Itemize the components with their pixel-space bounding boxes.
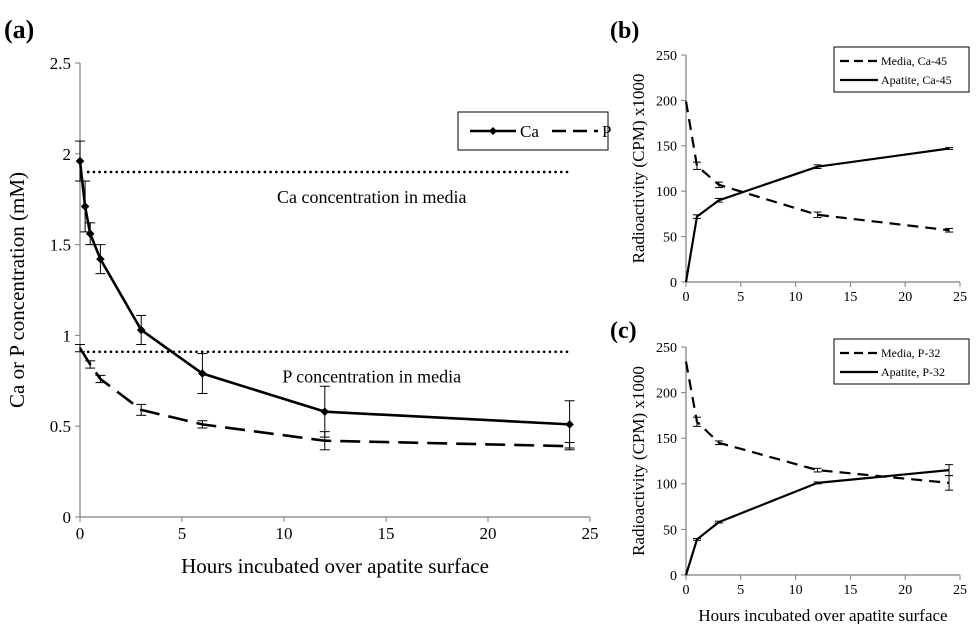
y-tick-label: 200: [656, 94, 677, 109]
x-tick-label: 20: [898, 290, 912, 305]
data-point: [136, 325, 146, 335]
x-tick-label: 10: [276, 524, 293, 543]
x-tick-label: 15: [843, 290, 857, 305]
legend-label: Apatite, Ca-45: [881, 73, 952, 87]
y-tick-label: 0.5: [50, 417, 71, 436]
legend-box: [833, 338, 970, 385]
reference-line-label: P concentration in media: [282, 367, 461, 387]
x-tick-label: 20: [898, 583, 912, 598]
reference-line-label: Ca concentration in media: [277, 187, 466, 207]
legend-label: Ca: [520, 122, 539, 141]
x-tick-label: 0: [76, 524, 85, 543]
y-tick-label: 150: [656, 432, 677, 447]
x-tick-label: 0: [683, 583, 690, 598]
panel-label-b: (b): [610, 18, 639, 44]
y-tick-label: 0: [670, 569, 677, 584]
y-tick-label: 2.5: [50, 54, 71, 73]
x-axis-label: Hours incubated over apatite surface: [181, 554, 489, 578]
x-tick-label: 15: [843, 583, 857, 598]
legend-marker: [489, 127, 497, 135]
legend-box: [833, 46, 970, 93]
x-tick-label: 20: [480, 524, 497, 543]
panel-b: (b) 0 50 100 150 200 250 0 5 10 15 20 25 Radioactivit…: [610, 18, 970, 305]
y-tick-label: 2: [63, 145, 72, 164]
panel-a: (a) 0 0.5 1 1.5 2 2.5 0 5 10 15 20 25 Ca or P concent…: [4, 15, 611, 578]
data-point: [96, 254, 105, 264]
data-point: [565, 420, 574, 429]
x-tick-label: 25: [953, 290, 967, 305]
series-line: [684, 469, 950, 576]
y-tick-label: 200: [656, 387, 677, 402]
y-tick-label: 250: [656, 341, 677, 356]
panel-label-c: (c): [610, 318, 637, 344]
y-tick-label: 50: [663, 231, 677, 246]
panel-c: (c) 0 50 100 150 200 250 0 5 10 15 20 25 Radioactivit…: [610, 318, 970, 624]
y-tick-label: 0: [670, 276, 677, 291]
y-axis-label: Radioactivity (CPM) x1000: [629, 366, 648, 556]
x-tick-label: 25: [582, 524, 599, 543]
data-point: [75, 156, 85, 166]
x-tick-label: 10: [789, 290, 803, 305]
y-tick-label: 1: [63, 326, 72, 345]
x-tick-label: 5: [737, 583, 744, 598]
y-tick-label: 150: [656, 140, 677, 155]
x-tick-label: 15: [378, 524, 395, 543]
y-tick-label: 0: [63, 508, 72, 527]
data-point: [198, 369, 207, 378]
panel-label-a: (a): [4, 15, 34, 44]
x-tick-label: 25: [953, 583, 967, 598]
legend-label: Media, Ca-45: [881, 54, 947, 68]
data-point: [320, 407, 330, 416]
y-tick-label: 50: [663, 523, 677, 538]
x-axis-label: Hours incubated over apatite surface: [698, 606, 947, 624]
x-tick-label: 10: [789, 583, 803, 598]
series-line: [78, 160, 570, 426]
y-tick-label: 1.5: [50, 236, 71, 255]
y-axis-label: Ca or P concentration (mM): [5, 172, 29, 408]
x-tick-label: 5: [178, 524, 187, 543]
y-tick-label: 250: [656, 49, 677, 64]
legend-label: Media, P-32: [881, 346, 940, 360]
y-axis-label: Radioactivity (CPM) x1000: [629, 74, 648, 264]
x-tick-label: 5: [737, 290, 744, 305]
data-point: [80, 202, 90, 211]
y-tick-label: 100: [656, 185, 677, 200]
legend-label: Apatite, P-32: [881, 365, 945, 379]
data-point: [85, 229, 95, 239]
x-tick-label: 0: [683, 290, 690, 305]
y-tick-label: 100: [656, 478, 677, 493]
legend-label: P: [602, 122, 611, 141]
